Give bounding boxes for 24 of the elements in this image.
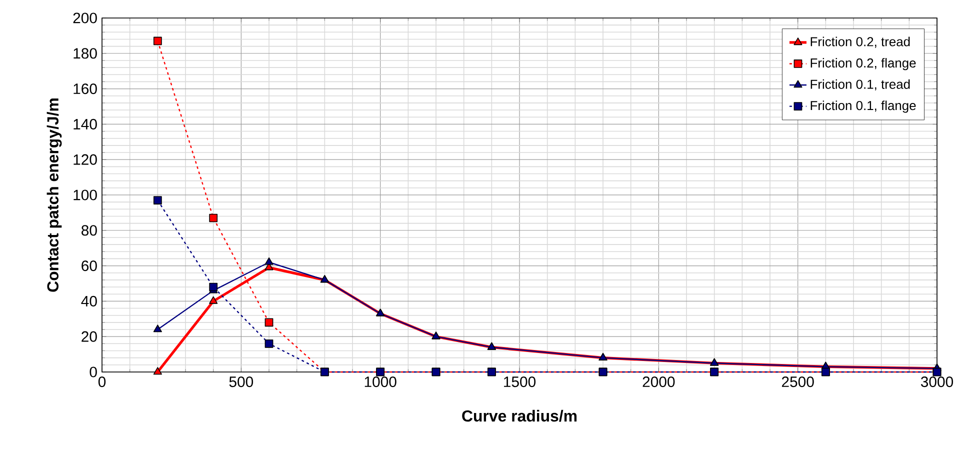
legend-label: Friction 0.2, tread bbox=[810, 36, 910, 48]
x-axis-title: Curve radius/m bbox=[462, 410, 577, 422]
x-tick-label: 2500 bbox=[782, 376, 814, 388]
legend-label: Friction 0.2, flange bbox=[810, 58, 916, 70]
x-tick-label: 1000 bbox=[364, 376, 396, 388]
y-tick-label: 180 bbox=[74, 48, 97, 59]
y-tick-label: 120 bbox=[74, 154, 97, 165]
y-tick-label: 100 bbox=[74, 190, 97, 200]
x-tick-label: 3000 bbox=[920, 376, 954, 388]
x-tick-label: 500 bbox=[229, 376, 254, 388]
y-tick-label: 200 bbox=[73, 12, 97, 24]
x-tick-label: 1500 bbox=[504, 376, 536, 388]
x-tick-label: 2000 bbox=[642, 376, 675, 388]
legend-label: Friction 0.1, flange bbox=[810, 100, 916, 113]
x-tick-label: 0 bbox=[98, 376, 106, 388]
y-tick-label: 160 bbox=[74, 83, 97, 94]
y-axis-title: Contact patch energy/J/m bbox=[46, 98, 62, 292]
y-tick-label: 20 bbox=[82, 331, 97, 342]
y-tick-label: 140 bbox=[74, 118, 97, 130]
legend-label: Friction 0.1, tread bbox=[810, 79, 910, 90]
y-tick-label: 80 bbox=[82, 225, 97, 236]
y-tick-label: 60 bbox=[82, 260, 97, 272]
y-tick-label: 0 bbox=[90, 366, 97, 378]
y-tick-label: 40 bbox=[81, 296, 97, 306]
